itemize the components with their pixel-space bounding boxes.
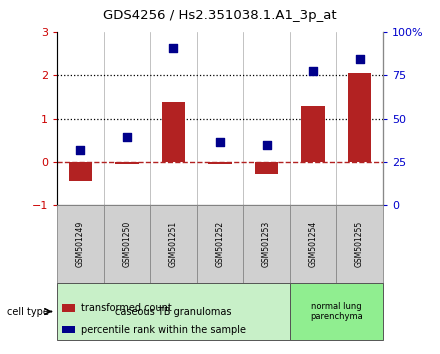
Bar	[301, 105, 325, 162]
Text: GSM501255: GSM501255	[355, 221, 364, 267]
Text: percentile rank within the sample: percentile rank within the sample	[81, 325, 246, 335]
Point	[124, 134, 131, 139]
Bar	[348, 73, 371, 162]
Point	[77, 147, 84, 153]
Point	[216, 139, 224, 144]
Text: transformed count: transformed count	[81, 303, 172, 313]
Text: normal lung
parenchyma: normal lung parenchyma	[310, 302, 363, 321]
Bar	[162, 102, 185, 162]
Text: GDS4256 / Hs2.351038.1.A1_3p_at: GDS4256 / Hs2.351038.1.A1_3p_at	[103, 10, 337, 22]
Bar	[69, 162, 92, 182]
Point	[309, 68, 316, 74]
Bar	[209, 162, 231, 164]
Point	[170, 46, 177, 51]
Text: GSM501254: GSM501254	[308, 221, 318, 267]
Bar	[115, 162, 139, 164]
Point	[263, 142, 270, 147]
Text: GSM501250: GSM501250	[122, 221, 132, 267]
Text: GSM501249: GSM501249	[76, 221, 85, 267]
Point	[356, 56, 363, 62]
Text: GSM501253: GSM501253	[262, 221, 271, 267]
Text: caseous TB granulomas: caseous TB granulomas	[115, 307, 232, 316]
Text: cell type: cell type	[7, 307, 48, 316]
Text: GSM501252: GSM501252	[216, 221, 224, 267]
Bar	[255, 162, 278, 174]
Text: GSM501251: GSM501251	[169, 221, 178, 267]
